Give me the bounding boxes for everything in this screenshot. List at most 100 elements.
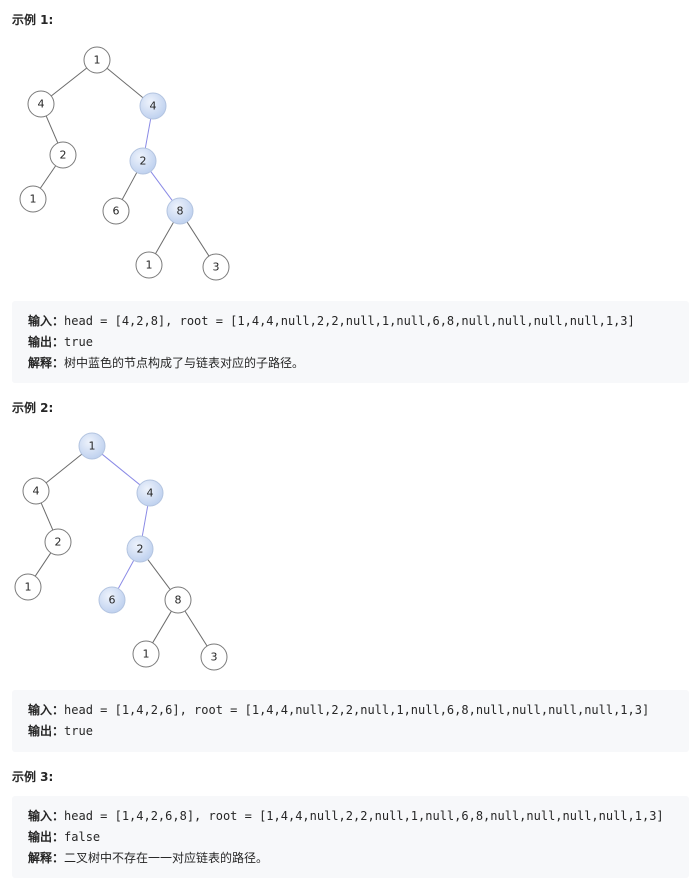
tree-node-circle <box>19 185 47 213</box>
output-value: true <box>64 724 93 738</box>
tree-node: 4 <box>27 90 55 118</box>
tree-node-value: 1 <box>89 440 96 453</box>
input-label: 输入： <box>28 809 65 823</box>
example-3-title: 示例 3: <box>12 770 54 784</box>
tree-node: 8 <box>164 586 192 614</box>
explanation-value: 树中蓝色的节点构成了与链表对应的子路径。 <box>64 356 305 370</box>
tree-edge <box>152 610 172 644</box>
tree-node-highlighted: 4 <box>136 479 164 507</box>
tree-node-circle <box>126 535 154 563</box>
tree-node: 1 <box>83 46 111 74</box>
input-label: 输入： <box>28 703 65 717</box>
explanation-value: 二叉树中不存在一一对应链表的路径。 <box>64 851 269 865</box>
tree-node-circle <box>49 141 77 169</box>
tree-node-value: 3 <box>211 651 218 664</box>
tree-node-value: 2 <box>140 155 147 168</box>
tree-node-circle <box>135 251 163 279</box>
example-2-code-box: 输入：head = [1,4,2,6], root = [1,4,4,null,… <box>12 690 689 752</box>
tree-node-circle <box>44 528 72 556</box>
tree-node-highlighted: 4 <box>139 92 167 120</box>
tree-edge <box>50 67 88 97</box>
tree-node: 6 <box>102 197 130 225</box>
tree-node-circle <box>22 477 50 505</box>
tree-node-circle <box>78 432 106 460</box>
output-label: 输出： <box>28 830 65 844</box>
input-value: head = [4,2,8], root = [1,4,4,null,2,2,n… <box>64 314 635 328</box>
output-label: 输出： <box>28 724 65 738</box>
tree-node-value: 1 <box>94 54 101 67</box>
tree-node-value: 6 <box>109 594 116 607</box>
input-value: head = [1,4,2,6,8], root = [1,4,4,null,2… <box>64 809 664 823</box>
example-1-explanation-line: 解释：树中蓝色的节点构成了与链表对应的子路径。 <box>28 355 304 371</box>
tree-node: 1 <box>19 185 47 213</box>
tree-node-circle <box>132 640 160 668</box>
tree-node-highlighted: 8 <box>166 197 194 225</box>
example-3-explanation-line: 解释：二叉树中不存在一一对应链表的路径。 <box>28 850 268 866</box>
tree-node-circle <box>164 586 192 614</box>
tree-edge-highlighted <box>150 171 173 201</box>
tree-node-highlighted: 2 <box>129 147 157 175</box>
tree-node-value: 6 <box>113 205 120 218</box>
tree-edge <box>155 222 174 254</box>
tree-node-value: 1 <box>143 648 150 661</box>
tree-node-circle <box>129 147 157 175</box>
tree-edge <box>121 172 138 200</box>
tree-node-value: 8 <box>175 594 182 607</box>
tree-node-circle <box>98 586 126 614</box>
tree-edge <box>147 559 171 590</box>
tree-edge <box>186 221 210 257</box>
example-1-title: 示例 1: <box>12 13 54 27</box>
tree-node: 2 <box>49 141 77 169</box>
tree-node-highlighted: 6 <box>98 586 126 614</box>
output-label: 输出： <box>28 335 65 349</box>
tree-edge <box>45 453 83 484</box>
tree-edge <box>106 67 144 99</box>
tree-node-value: 4 <box>147 487 154 500</box>
explanation-label: 解释： <box>28 851 65 865</box>
tree-edge-highlighted <box>144 118 152 149</box>
tree-node: 1 <box>132 640 160 668</box>
explanation-label: 解释： <box>28 356 65 370</box>
example-2-input-line: 输入：head = [1,4,2,6], root = [1,4,4,null,… <box>28 702 649 718</box>
example-1-code-box: 输入：head = [4,2,8], root = [1,4,4,null,2,… <box>12 301 689 383</box>
example-2-output-line: 输出：true <box>28 723 93 739</box>
example-3-code-box: 输入：head = [1,4,2,6,8], root = [1,4,4,nul… <box>12 796 689 878</box>
tree-node-circle <box>202 253 230 281</box>
input-value: head = [1,4,2,6], root = [1,4,4,null,2,2… <box>64 703 650 717</box>
tree-node-value: 8 <box>177 205 184 218</box>
example-2-tree-diagram: 1 4 4 2 1 2 6 8 1 3 <box>14 432 228 671</box>
example-2-title: 示例 2: <box>12 401 54 415</box>
tree-node-value: 1 <box>25 581 32 594</box>
tree-node-value: 2 <box>137 543 144 556</box>
tree-node: 4 <box>22 477 50 505</box>
example-3-input-line: 输入：head = [1,4,2,6,8], root = [1,4,4,nul… <box>28 808 664 824</box>
input-label: 输入： <box>28 314 65 328</box>
tree-edge <box>34 552 52 577</box>
tree-node-value: 4 <box>38 98 45 111</box>
tree-node-value: 1 <box>30 193 37 206</box>
example-1-output-line: 输出：true <box>28 334 93 350</box>
tree-node-circle <box>27 90 55 118</box>
tree-node: 1 <box>14 573 42 601</box>
example-1-input-line: 输入：head = [4,2,8], root = [1,4,4,null,2,… <box>28 313 635 329</box>
tree-edge <box>184 610 208 647</box>
tree-node-circle <box>14 573 42 601</box>
tree-node-value: 3 <box>213 261 220 274</box>
tree-node-highlighted: 2 <box>126 535 154 563</box>
tree-node-highlighted: 1 <box>78 432 106 460</box>
tree-node-value: 4 <box>33 485 40 498</box>
tree-node: 1 <box>135 251 163 279</box>
tree-edge <box>39 165 57 189</box>
tree-node-value: 2 <box>60 149 67 162</box>
tree-node: 3 <box>202 253 230 281</box>
tree-node-circle <box>83 46 111 74</box>
output-value: false <box>64 830 101 844</box>
tree-node-value: 4 <box>150 100 157 113</box>
example-1-tree-diagram: 1 4 4 2 1 2 6 8 1 3 <box>19 46 230 281</box>
tree-edge-highlighted <box>101 453 141 486</box>
tree-node-circle <box>102 197 130 225</box>
tree-edge-highlighted <box>117 560 135 589</box>
tree-edge <box>45 115 59 144</box>
tree-node-circle <box>139 92 167 120</box>
tree-node-circle <box>166 197 194 225</box>
